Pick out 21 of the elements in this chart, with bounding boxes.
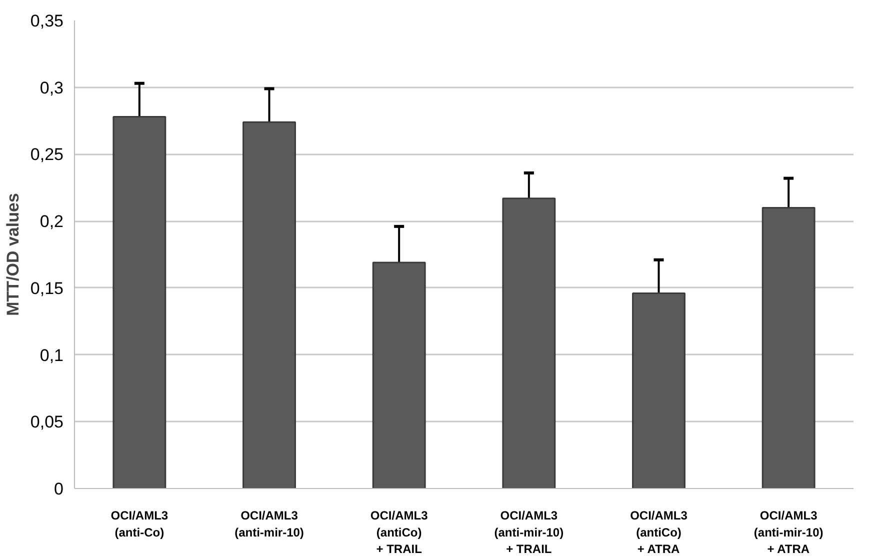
x-tick-label: OCI/AML3 (antiCo) + ATRA	[630, 508, 688, 556]
y-tick-label: 0	[54, 480, 64, 498]
bar	[372, 262, 426, 488]
y-tick-label: 0,3	[40, 78, 64, 98]
y-axis-title: MTT/OD values	[3, 193, 22, 316]
y-tick-label: 0,15	[30, 278, 64, 298]
y-tick-label: 0,2	[40, 212, 64, 232]
bar	[762, 206, 816, 488]
x-tick-label: OCI/AML3 (antiCo) + TRAIL	[370, 508, 428, 556]
x-tick-label: OCI/AML3 (anti-Co)	[110, 508, 168, 540]
x-tick-label: OCI/AML3 (anti-mir-10) + ATRA	[754, 508, 824, 556]
bar	[242, 121, 296, 488]
y-tick-label: 0,25	[30, 145, 64, 164]
y-tick-label: 0,05	[30, 412, 64, 432]
bar	[632, 292, 686, 488]
bar	[502, 198, 556, 488]
y-tick-label: 0,35	[30, 12, 64, 30]
x-tick-label: OCI/AML3 (anti-mir-10)	[234, 508, 304, 540]
bar	[112, 116, 166, 488]
x-tick-label: OCI/AML3 (anti-mir-10) + TRAIL	[494, 508, 564, 556]
y-tick-label: 0,1	[40, 346, 64, 365]
